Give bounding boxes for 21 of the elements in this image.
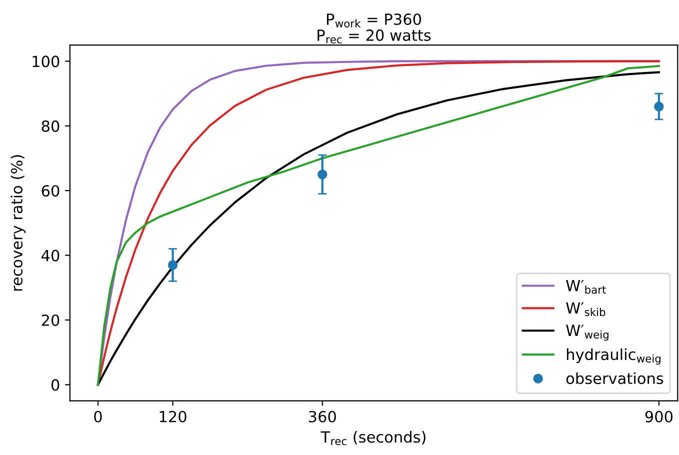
legend-label: W′$_{bart}$: [566, 280, 606, 294]
y-tick-label: 60: [42, 185, 60, 197]
x-axis-title: T$_{rec}$ (seconds): [320, 430, 426, 446]
legend-label: observations: [566, 372, 664, 384]
x-tick-label: 0: [94, 410, 102, 422]
point: [318, 170, 328, 180]
point: [168, 260, 178, 270]
y-tick-label: 80: [42, 120, 60, 132]
y-axis-title: recovery ratio (%): [10, 155, 26, 291]
x-tick-label: 900: [645, 410, 673, 422]
y-tick-label: 20: [42, 314, 60, 326]
y-tick-label: 0: [52, 379, 60, 391]
y-tick-label: 100: [32, 56, 60, 68]
legend-label: hydraulic$_{weig}$: [566, 348, 660, 365]
y-tick-label: 40: [42, 250, 60, 262]
legend-label: W′$_{weig}$: [566, 324, 608, 341]
x-tick-label: 360: [308, 410, 336, 422]
x-tick-label: 120: [160, 410, 186, 422]
point: [654, 102, 664, 112]
legend-label: W′$_{skib}$: [566, 302, 606, 316]
chart-title: P$_{work}$ = P360 P$_{rec}$ = 20 watts: [318, 13, 431, 44]
